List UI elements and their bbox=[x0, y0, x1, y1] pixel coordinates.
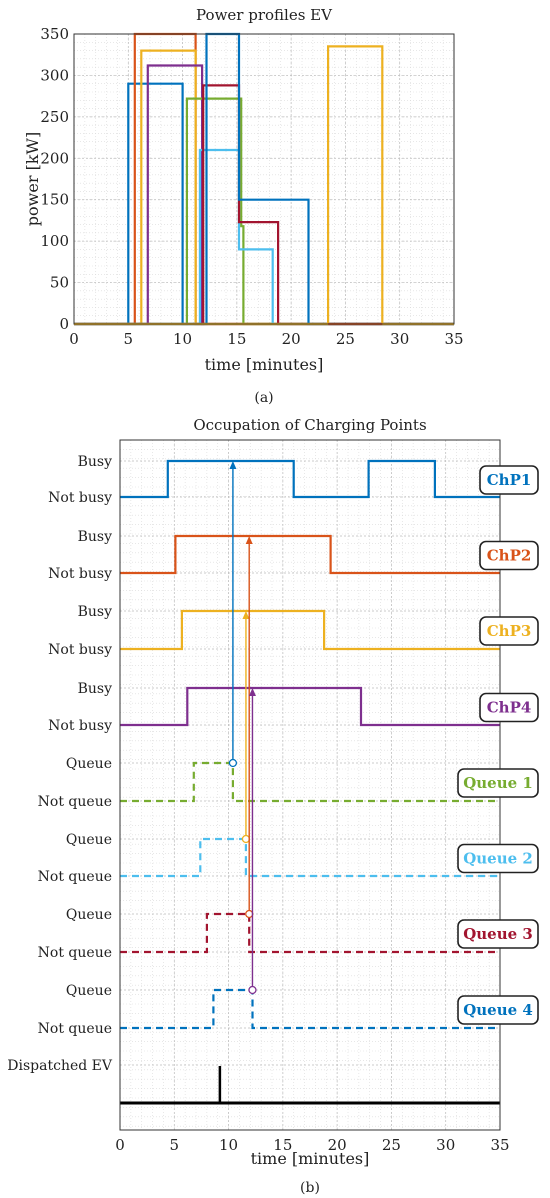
row-signal-queue-1 bbox=[120, 761, 500, 803]
legend-box-frame bbox=[457, 919, 539, 949]
y-tick-label: 0 bbox=[59, 315, 69, 333]
transfer-arrow-head bbox=[245, 536, 253, 544]
legend-box-frame bbox=[479, 616, 539, 646]
legend-box-queue-4: Queue 4 bbox=[457, 995, 539, 1025]
transfer-arrow-origin bbox=[248, 985, 257, 995]
y-tick-label: 100 bbox=[40, 232, 69, 250]
chart-b-xlabel: time [minutes] bbox=[251, 1149, 370, 1168]
row-signal-chp2 bbox=[120, 534, 500, 575]
transfer-arrow-head bbox=[229, 461, 237, 469]
legend-box-queue-1: Queue 1 bbox=[457, 768, 539, 798]
y-level-label: Busy bbox=[78, 681, 112, 697]
legend-box-chp3: ChP3 bbox=[479, 616, 539, 646]
y-tick-label: 300 bbox=[40, 66, 69, 84]
transfer-arrow-origin bbox=[228, 758, 238, 768]
y-tick-label: 350 bbox=[40, 25, 69, 43]
row-signal-queue-2 bbox=[120, 837, 500, 878]
legend-box-frame bbox=[479, 540, 539, 571]
y-level-label: Dispatched EV bbox=[7, 1058, 113, 1074]
series-line-8 bbox=[74, 32, 454, 326]
transfer-arrow-head bbox=[242, 611, 250, 619]
x-tick-label: 0 bbox=[115, 1136, 125, 1154]
row-signal-queue-4 bbox=[120, 988, 500, 1030]
chart-a-xlabel: time [minutes] bbox=[205, 355, 324, 374]
legend-box-chp1: ChP1 bbox=[479, 465, 539, 495]
x-tick-label: 15 bbox=[273, 1136, 292, 1154]
x-tick-label: 0 bbox=[69, 330, 79, 348]
x-tick-label: 25 bbox=[336, 330, 355, 348]
legend-box-label: Queue 2 bbox=[463, 850, 533, 868]
y-level-label: Not busy bbox=[48, 642, 112, 658]
x-tick-label: 30 bbox=[436, 1136, 455, 1154]
legend-box-label: ChP2 bbox=[487, 547, 532, 565]
chart-b: 0 5 10 15 20 25 30 35 Busy Not busy Busy Not busy B… bbox=[7, 416, 539, 1196]
chart-b-title: Occupation of Charging Points bbox=[193, 416, 426, 434]
x-tick-label: 15 bbox=[227, 330, 246, 348]
legend-box-label: Queue 1 bbox=[463, 774, 533, 792]
x-tick-label: 10 bbox=[173, 330, 192, 348]
x-tick-label: 5 bbox=[170, 1136, 180, 1154]
legend-box-frame bbox=[479, 465, 539, 495]
x-tick-label: 35 bbox=[490, 1136, 509, 1154]
y-level-label: Busy bbox=[78, 529, 112, 545]
y-level-label: Queue bbox=[66, 907, 112, 923]
transfer-arrow-head bbox=[248, 688, 256, 696]
row-signal-queue-3 bbox=[120, 912, 500, 954]
legend-box-frame bbox=[457, 995, 539, 1025]
x-tick-label: 30 bbox=[390, 330, 409, 348]
y-level-label: Not queue bbox=[38, 869, 112, 885]
x-tick-label: 5 bbox=[124, 330, 134, 348]
y-level-label: Queue bbox=[66, 756, 112, 772]
y-level-label: Not busy bbox=[48, 718, 112, 734]
legend-box-label: Queue 3 bbox=[463, 925, 533, 943]
y-tick-label: 50 bbox=[50, 274, 69, 292]
y-level-label: Queue bbox=[66, 983, 112, 999]
legend-box-label: ChP1 bbox=[487, 471, 532, 489]
x-tick-label: 20 bbox=[328, 1136, 347, 1154]
legend-box-frame bbox=[457, 843, 539, 874]
legend-box-label: Queue 4 bbox=[463, 1001, 533, 1019]
legend-box-label: ChP3 bbox=[487, 622, 532, 640]
legend-box-queue-2: Queue 2 bbox=[457, 843, 539, 874]
y-tick-label: 150 bbox=[40, 191, 69, 209]
y-level-label: Not queue bbox=[38, 945, 112, 961]
row-signal-chp4 bbox=[120, 686, 500, 727]
legend-box-queue-3: Queue 3 bbox=[457, 919, 539, 949]
x-tick-label: 35 bbox=[444, 330, 463, 348]
x-tick-label: 25 bbox=[382, 1136, 401, 1154]
row-signal-chp1 bbox=[120, 459, 500, 499]
legend-box-frame bbox=[479, 692, 539, 723]
series-line-5 bbox=[74, 97, 454, 326]
caption-a: (a) bbox=[254, 390, 273, 406]
legend-box-chp4: ChP4 bbox=[479, 692, 539, 723]
y-level-label: Not queue bbox=[38, 1021, 112, 1037]
legend-box-label: ChP4 bbox=[487, 699, 532, 717]
row-signal-chp3 bbox=[120, 609, 500, 651]
transfer-arrow-origin bbox=[241, 834, 251, 844]
y-level-label: Not busy bbox=[48, 566, 112, 582]
chart-a-title: Power profiles EV bbox=[196, 6, 333, 24]
x-tick-label: 10 bbox=[219, 1136, 238, 1154]
y-tick-label: 250 bbox=[40, 108, 69, 126]
transfer-arrow-origin bbox=[245, 909, 254, 919]
caption-b: (b) bbox=[300, 1180, 320, 1196]
y-level-label: Busy bbox=[78, 604, 112, 620]
y-level-label: Busy bbox=[78, 454, 112, 470]
y-tick-label: 200 bbox=[40, 149, 69, 167]
chart-a-ylabel: power [kW] bbox=[23, 132, 42, 226]
y-level-label: Not queue bbox=[38, 794, 112, 810]
legend-box-chp2: ChP2 bbox=[479, 540, 539, 571]
x-tick-label: 20 bbox=[282, 330, 301, 348]
y-level-label: Not busy bbox=[48, 490, 112, 506]
y-level-label: Queue bbox=[66, 832, 112, 848]
legend-box-frame bbox=[457, 768, 539, 798]
